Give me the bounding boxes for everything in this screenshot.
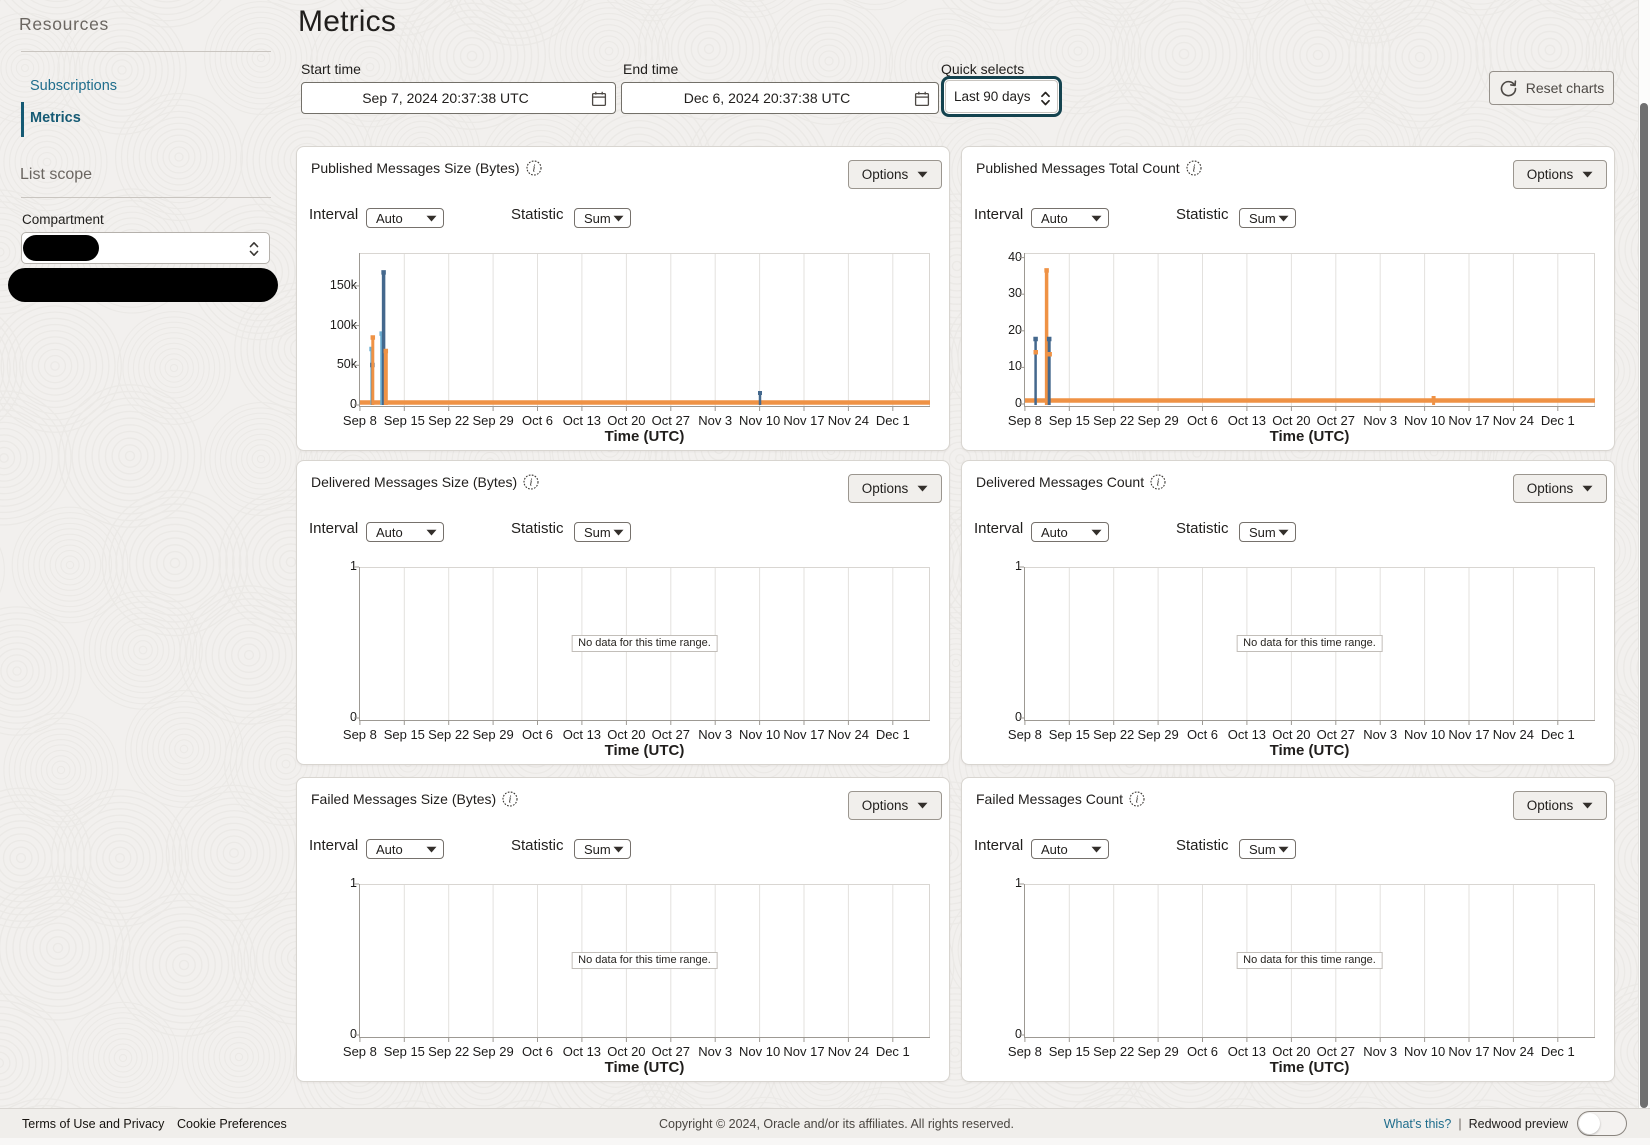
svg-text:i: i xyxy=(532,164,535,175)
svg-text:i: i xyxy=(1136,795,1139,806)
svg-text:i: i xyxy=(530,478,533,489)
svg-text:i: i xyxy=(1157,478,1160,489)
svg-text:i: i xyxy=(1192,164,1195,175)
svg-text:i: i xyxy=(509,795,512,806)
